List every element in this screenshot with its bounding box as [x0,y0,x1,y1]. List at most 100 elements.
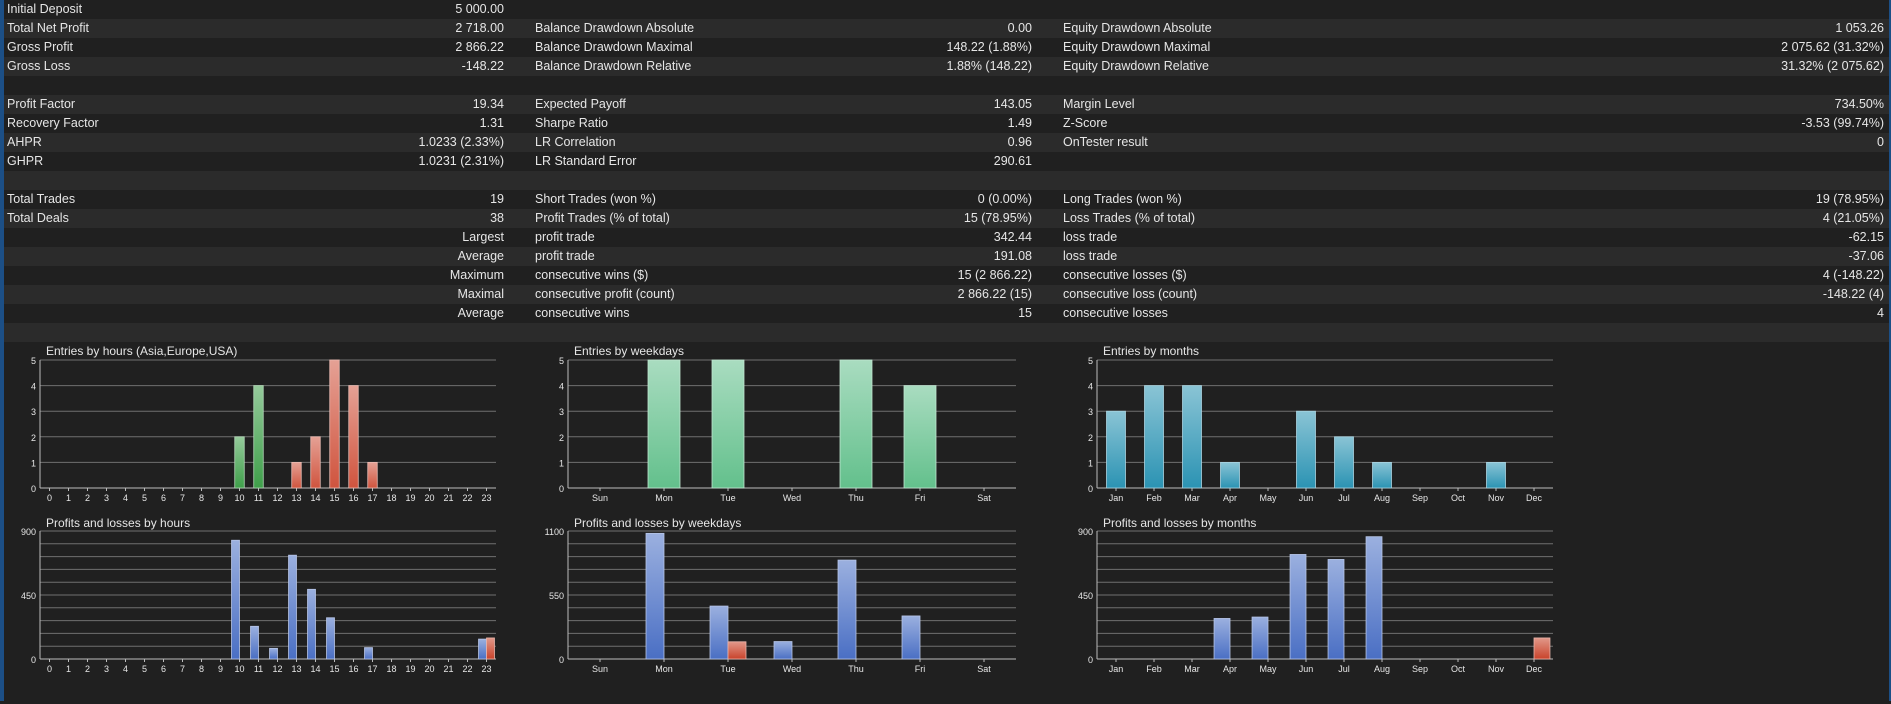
profit-bar [1365,536,1383,660]
y-tick-label: 4 [1088,382,1093,392]
x-tick-label: 3 [104,493,109,503]
x-tick-label: 1 [66,664,71,674]
y-tick-label: 550 [549,591,564,601]
x-tick-label: Fri [915,493,926,503]
x-tick-label: 7 [180,664,185,674]
x-tick-label: 10 [234,493,244,503]
stat-label: Expected Payoff [535,97,626,111]
stats-row: Gross Profit 2 866.22 Balance Drawdown Max… [4,38,1889,57]
entry-bar [1144,385,1164,489]
stats-row [4,171,1889,190]
entry-bar [234,436,245,489]
stat-label: Equity Drawdown Absolute [1063,21,1212,35]
profit-bar [364,647,373,660]
stat-label: consecutive wins ($) [535,268,649,282]
stat-label: consecutive losses [1063,306,1168,320]
x-tick-label: 16 [348,493,358,503]
x-tick-label: Jul [1338,664,1350,674]
y-tick-label: 900 [1078,527,1093,537]
x-tick-label: 15 [329,664,339,674]
x-tick-label: Sep [1412,664,1428,674]
loss-bar [727,641,747,660]
y-tick-label: 5 [31,356,36,366]
x-tick-label: 2 [85,493,90,503]
y-tick-label: 5 [559,356,564,366]
y-tick-label: 2 [559,433,564,443]
stat-label: profit trade [535,230,595,244]
x-tick-label: Mar [1184,664,1200,674]
stat-value: 1.31 [479,116,504,130]
stat-value: Maximal [457,287,504,301]
stat-value: 0 [1877,135,1884,149]
entry-bar [253,385,264,489]
stat-value: 2 866.22 (15) [957,287,1032,301]
x-tick-label: 0 [47,664,52,674]
profit-bar [269,647,278,660]
x-tick-label: 15 [329,493,339,503]
y-tick-label: 0 [1088,655,1093,665]
stat-value: 4 [1877,306,1884,320]
x-tick-label: Sun [592,493,608,503]
x-tick-label: Sat [977,493,991,503]
x-tick-label: Jan [1109,664,1124,674]
x-tick-label: Dec [1526,664,1543,674]
profit-bar [326,617,335,660]
y-tick-label: 0 [559,655,564,665]
x-tick-label: 21 [443,664,453,674]
x-tick-label: Thu [848,664,864,674]
x-tick-label: Aug [1374,664,1390,674]
stats-row: Total Net Profit 2 718.00 Balance Drawdown… [4,19,1889,38]
y-tick-label: 2 [31,433,36,443]
stat-label: Long Trades (won %) [1063,192,1182,206]
y-tick-label: 1 [559,458,564,468]
x-tick-label: Tue [720,664,735,674]
stat-label: consecutive losses ($) [1063,268,1187,282]
x-tick-label: Oct [1451,493,1466,503]
x-tick-label: 21 [443,493,453,503]
stat-value: 1.49 [1007,116,1032,130]
stat-label: Gross Profit [7,40,73,54]
stat-label: AHPR [7,135,42,149]
stat-label: Gross Loss [7,59,71,73]
entry-bar [1372,462,1392,489]
stat-value: 290.61 [993,154,1032,168]
x-tick-label: Jun [1299,664,1314,674]
stat-value: 191.08 [993,249,1032,263]
x-tick-label: 3 [104,664,109,674]
x-tick-label: 16 [348,664,358,674]
entry-bar [711,359,745,489]
profit-bar [250,625,259,660]
y-tick-label: 1 [1088,458,1093,468]
profit-bar [307,588,316,660]
loss-bar [1533,637,1551,660]
stats-row: Total Deals 38 Profit Trades (% of total) 1… [4,209,1889,228]
y-tick-label: 900 [21,527,36,537]
y-tick-label: 0 [559,484,564,494]
x-tick-label: Apr [1223,664,1237,674]
entry-bar [839,359,873,489]
stats-row: Recovery Factor 1.31 Sharpe Ratio 1.49 Z-Sco… [4,114,1889,133]
stat-value: 1.0231 (2.31%) [418,154,504,168]
stat-value: 4 (21.05%) [1822,211,1884,225]
entry-bar [1220,462,1240,489]
x-tick-label: 13 [291,493,301,503]
stat-value: 19.34 [472,97,504,111]
profit-bar [709,605,729,660]
y-tick-label: 0 [31,484,36,494]
x-tick-label: Nov [1488,664,1505,674]
entry-bar [291,462,302,489]
y-tick-label: 3 [559,407,564,417]
y-tick-label: 0 [1088,484,1093,494]
profit-bar [1289,554,1307,660]
stat-value: 2 718.00 [455,21,504,35]
stat-label: Sharpe Ratio [535,116,608,130]
stats-row: Maximum consecutive wins ($) 15 (2 866.22)… [4,266,1889,285]
stat-label: GHPR [7,154,44,168]
x-tick-label: Oct [1451,664,1466,674]
x-tick-label: 5 [142,493,147,503]
x-tick-label: Apr [1223,493,1237,503]
entry-bar [310,436,321,489]
stat-value: 38 [490,211,504,225]
x-tick-label: 2 [85,664,90,674]
window-left-border [0,0,4,701]
